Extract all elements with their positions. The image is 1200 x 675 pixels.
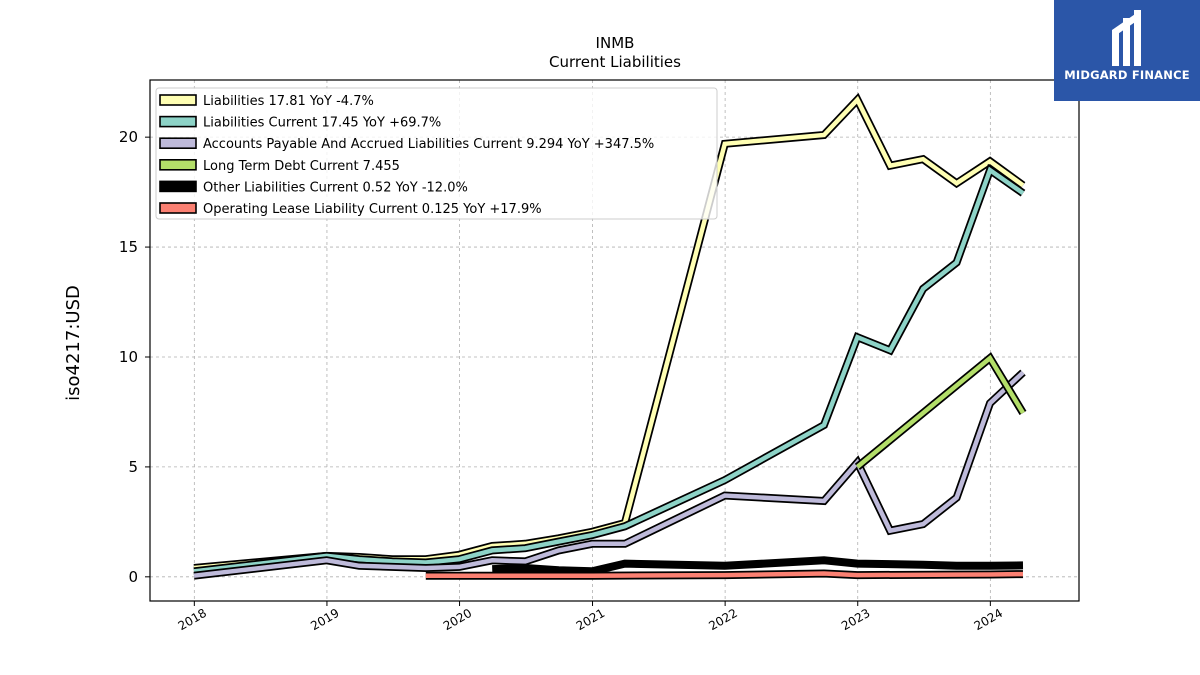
series-layer [193, 92, 1027, 580]
legend-swatch [159, 159, 197, 171]
legend-swatch [159, 115, 197, 128]
series-core [193, 166, 1025, 574]
legend-swatch [159, 202, 197, 214]
legend-label: Liabilities 17.81 YoY -4.7% [203, 94, 374, 109]
logo-mark-icon [1112, 10, 1141, 66]
chart-title: Current Liabilities [549, 53, 681, 71]
series-line-6 [425, 569, 1024, 580]
x-tick-label: 2018 [176, 606, 209, 633]
logo-text: MIDGARD FINANCE [1064, 68, 1190, 82]
series-outline [193, 163, 1026, 576]
series-line-4 [854, 352, 1027, 470]
legend-label: Other Liabilities Current 0.52 YoY -12.0… [203, 180, 468, 195]
x-tick-label: 2019 [308, 606, 341, 633]
series-line-2 [193, 163, 1026, 576]
legend-box [155, 87, 718, 220]
legend-label: Liabilities Current 17.45 YoY +69.7% [203, 116, 441, 131]
y-tick-label: 5 [128, 458, 138, 476]
x-tick-label: 2023 [839, 606, 872, 633]
legend-swatch [159, 137, 197, 149]
x-tick-label: 2020 [441, 606, 474, 633]
x-tick-label: 2022 [706, 606, 739, 633]
series-core [193, 370, 1025, 578]
series-core [425, 571, 1024, 578]
y-tick-label: 10 [119, 348, 138, 366]
series-line-3 [193, 369, 1026, 580]
brand-logo: MIDGARD FINANCE [1054, 0, 1200, 101]
series-outline [492, 556, 1024, 576]
y-tick-label: 0 [128, 568, 138, 586]
chart-title-ticker: INMB [596, 34, 635, 52]
legend-label: Long Term Debt Current 7.455 [203, 159, 400, 174]
series-line-5 [492, 556, 1024, 576]
y-tick-label: 15 [119, 238, 138, 256]
series-core [855, 354, 1025, 469]
x-tick-label: 2024 [972, 606, 1005, 633]
legend-label: Accounts Payable And Accrued Liabilities… [203, 137, 654, 152]
legend-swatch [159, 180, 197, 193]
y-axis-label: iso4217:USD [63, 285, 84, 401]
legend-swatch [159, 94, 197, 106]
legend: Liabilities 17.81 YoY -4.7% Liabilities C… [155, 87, 718, 220]
legend-label: Operating Lease Liability Current 0.125 … [203, 202, 542, 217]
x-tick-label: 2021 [574, 606, 607, 633]
y-tick-label: 20 [119, 128, 138, 146]
plot-frame [149, 79, 1080, 602]
